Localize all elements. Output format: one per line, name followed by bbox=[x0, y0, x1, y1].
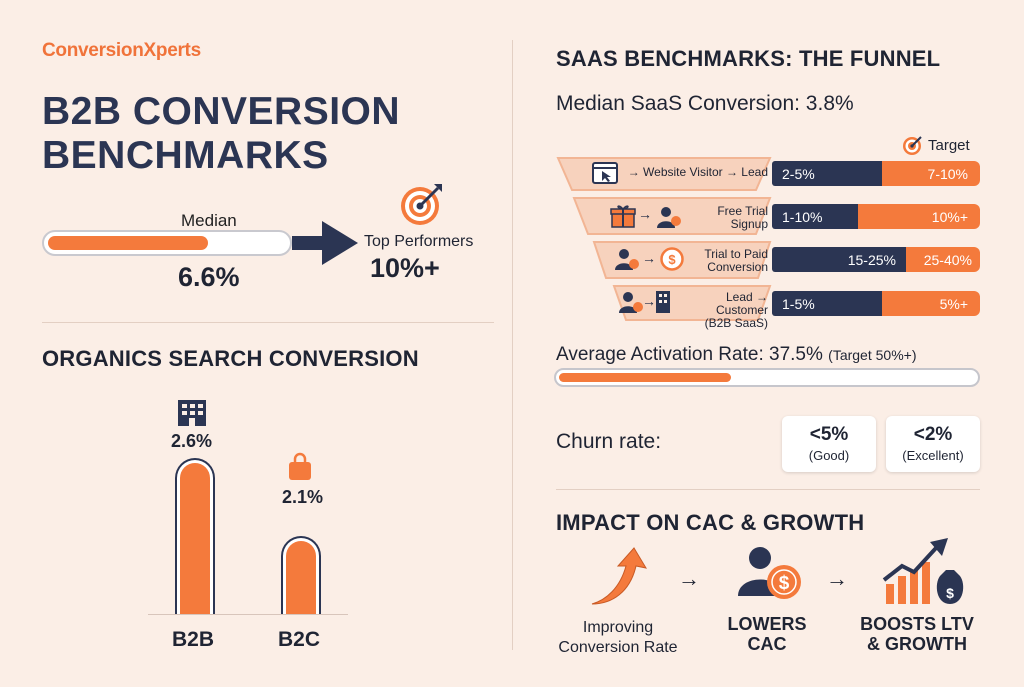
left-divider bbox=[42, 322, 494, 323]
funnel-label-4: Lead → Customer (B2B SaaS) bbox=[704, 290, 768, 330]
median-label: Median bbox=[181, 211, 237, 230]
user-money-icon bbox=[619, 292, 643, 313]
churn-rate-label: Churn rate: bbox=[556, 430, 662, 453]
churn-note-good: (Good) bbox=[808, 448, 850, 463]
right-divider bbox=[556, 489, 980, 490]
svg-text:$: $ bbox=[668, 252, 676, 267]
bar-value-b2b: 2.6% bbox=[171, 431, 213, 451]
churn-card-excellent: <2% (Excellent) bbox=[886, 416, 980, 472]
median-saas-conversion: Median SaaS Conversion: 3.8% bbox=[556, 92, 854, 115]
shopping-bag-icon bbox=[289, 452, 311, 480]
browser-cursor-icon bbox=[592, 162, 618, 184]
funnel-arrow-2: → bbox=[638, 206, 652, 222]
impact-section-title: IMPACT ON CAC & GROWTH bbox=[556, 510, 865, 535]
page-title-line-2: BENCHMARKS bbox=[42, 134, 329, 177]
funnel-median-4: 1-5% bbox=[772, 291, 882, 316]
median-value: 6.6% bbox=[178, 262, 240, 292]
funnel-label-2: Free Trial Signup bbox=[717, 204, 768, 231]
page-title: B2B CONVERSION BENCHMARKS bbox=[42, 90, 400, 178]
impact-step-2-text: LOWERS CAC bbox=[727, 614, 807, 654]
activation-progress-track bbox=[554, 368, 980, 387]
curved-up-arrow-icon bbox=[591, 547, 648, 605]
funnel-median-3: 15-25% bbox=[772, 247, 906, 272]
funnel-target-2: 10%+ bbox=[858, 204, 980, 229]
svg-text:$: $ bbox=[779, 573, 790, 594]
saas-section-title: SAAS BENCHMARKS: THE FUNNEL bbox=[556, 46, 941, 71]
impact-step-3-text: BOOSTS LTV & GROWTH bbox=[860, 614, 974, 654]
funnel-target-4: 5%+ bbox=[882, 291, 980, 316]
target-icon bbox=[401, 184, 442, 225]
user-dollar-icon: $ bbox=[738, 547, 801, 599]
funnel-target-3: 25-40% bbox=[906, 247, 980, 272]
funnel-label-3: Trial to Paid Conversion bbox=[704, 247, 768, 274]
chart-baseline bbox=[148, 614, 348, 615]
impact-arrow-2: → bbox=[826, 566, 848, 591]
office-building-icon bbox=[656, 291, 670, 313]
funnel-median-1: 2-5% bbox=[772, 161, 882, 186]
target-icon bbox=[903, 136, 922, 155]
bar-b2b bbox=[175, 458, 215, 614]
bar-category-b2b: B2B bbox=[172, 628, 215, 651]
impact-step-1-text: Improving Conversion Rate bbox=[558, 619, 678, 656]
bar-b2c bbox=[281, 536, 321, 614]
brand-logo-text: ConversionXperts bbox=[42, 40, 201, 61]
activation-progress-fill bbox=[559, 373, 731, 382]
activation-rate-text: Average Activation Rate: 37.5% bbox=[556, 344, 823, 365]
funnel-arrow-3: → bbox=[642, 250, 656, 266]
funnel-label-1: → Website Visitor → Lead bbox=[627, 165, 768, 179]
organic-section-title: ORGANICS SEARCH CONVERSION bbox=[42, 346, 419, 371]
gift-icon bbox=[610, 205, 636, 228]
bar-category-b2c: B2C bbox=[278, 628, 321, 651]
median-progress-fill bbox=[48, 236, 208, 250]
funnel-median-2: 1-10% bbox=[772, 204, 858, 229]
churn-card-good: <5% (Good) bbox=[782, 416, 876, 472]
activation-rate-label: Average Activation Rate: 37.5% (Target 5… bbox=[556, 344, 916, 366]
impact-arrow-1: → bbox=[678, 566, 700, 591]
target-legend: Target bbox=[902, 134, 970, 156]
user-money-icon bbox=[615, 249, 639, 270]
dollar-coin-icon: $ bbox=[660, 247, 684, 271]
column-divider bbox=[512, 40, 513, 650]
funnel-arrow-4: → bbox=[642, 293, 656, 309]
top-performers-label: Top Performers bbox=[364, 233, 474, 250]
churn-note-excellent: (Excellent) bbox=[902, 448, 964, 463]
churn-value-good: <5% bbox=[809, 424, 849, 445]
page-title-line-1: B2B CONVERSION bbox=[42, 90, 401, 133]
svg-text:$: $ bbox=[946, 585, 954, 601]
right-arrow-icon bbox=[292, 236, 328, 250]
target-legend-label: Target bbox=[928, 136, 970, 154]
funnel-target-1: 7-10% bbox=[882, 161, 980, 186]
activation-target-note: (Target 50%+) bbox=[828, 347, 917, 363]
churn-value-excellent: <2% bbox=[913, 424, 953, 445]
office-building-icon bbox=[178, 400, 206, 426]
right-arrow-head-icon bbox=[322, 221, 358, 265]
bar-b2b-fill bbox=[180, 463, 210, 614]
bar-value-b2c: 2.1% bbox=[282, 487, 324, 507]
bar-b2c-fill bbox=[286, 541, 316, 614]
user-icon bbox=[657, 207, 681, 228]
top-performers-value: 10%+ bbox=[370, 253, 440, 283]
growth-chart-money-icon: $ bbox=[882, 538, 964, 604]
